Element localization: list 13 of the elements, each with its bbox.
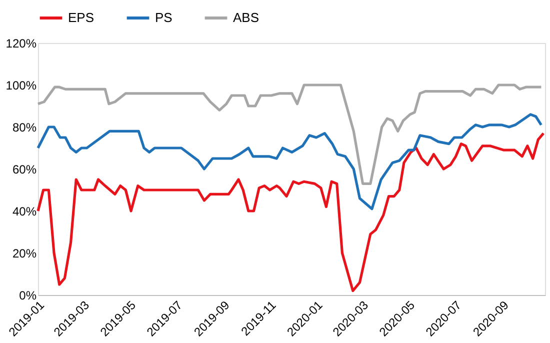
y-tick-label: 120% <box>6 36 37 50</box>
legend-label: PS <box>155 10 173 25</box>
legend-label: ABS <box>233 10 260 25</box>
y-tick-label: 60% <box>12 162 37 176</box>
legend-label: EPS <box>68 10 94 25</box>
y-tick-label: 100% <box>6 78 37 92</box>
y-tick-label: 80% <box>12 120 37 134</box>
y-tick-label: 0% <box>19 288 37 302</box>
line-series <box>36 113 542 210</box>
line-series <box>36 132 545 292</box>
line-series <box>36 84 542 185</box>
y-tick-label: 40% <box>12 204 37 218</box>
y-tick-label: 20% <box>12 246 37 260</box>
